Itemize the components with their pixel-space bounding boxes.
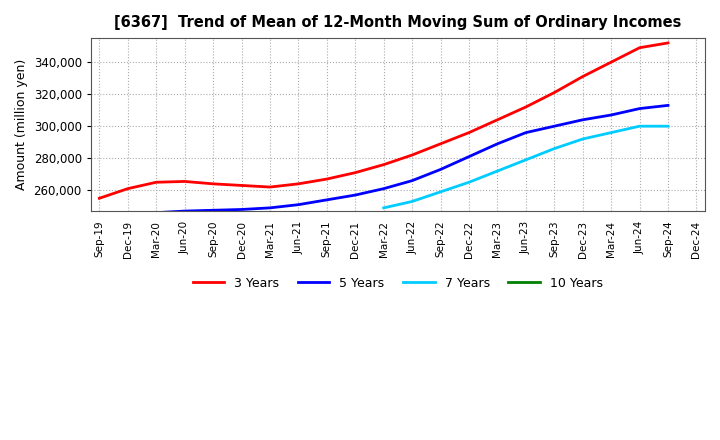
Legend: 3 Years, 5 Years, 7 Years, 10 Years: 3 Years, 5 Years, 7 Years, 10 Years — [188, 272, 608, 295]
Y-axis label: Amount (million yen): Amount (million yen) — [15, 59, 28, 190]
Title: [6367]  Trend of Mean of 12-Month Moving Sum of Ordinary Incomes: [6367] Trend of Mean of 12-Month Moving … — [114, 15, 682, 30]
